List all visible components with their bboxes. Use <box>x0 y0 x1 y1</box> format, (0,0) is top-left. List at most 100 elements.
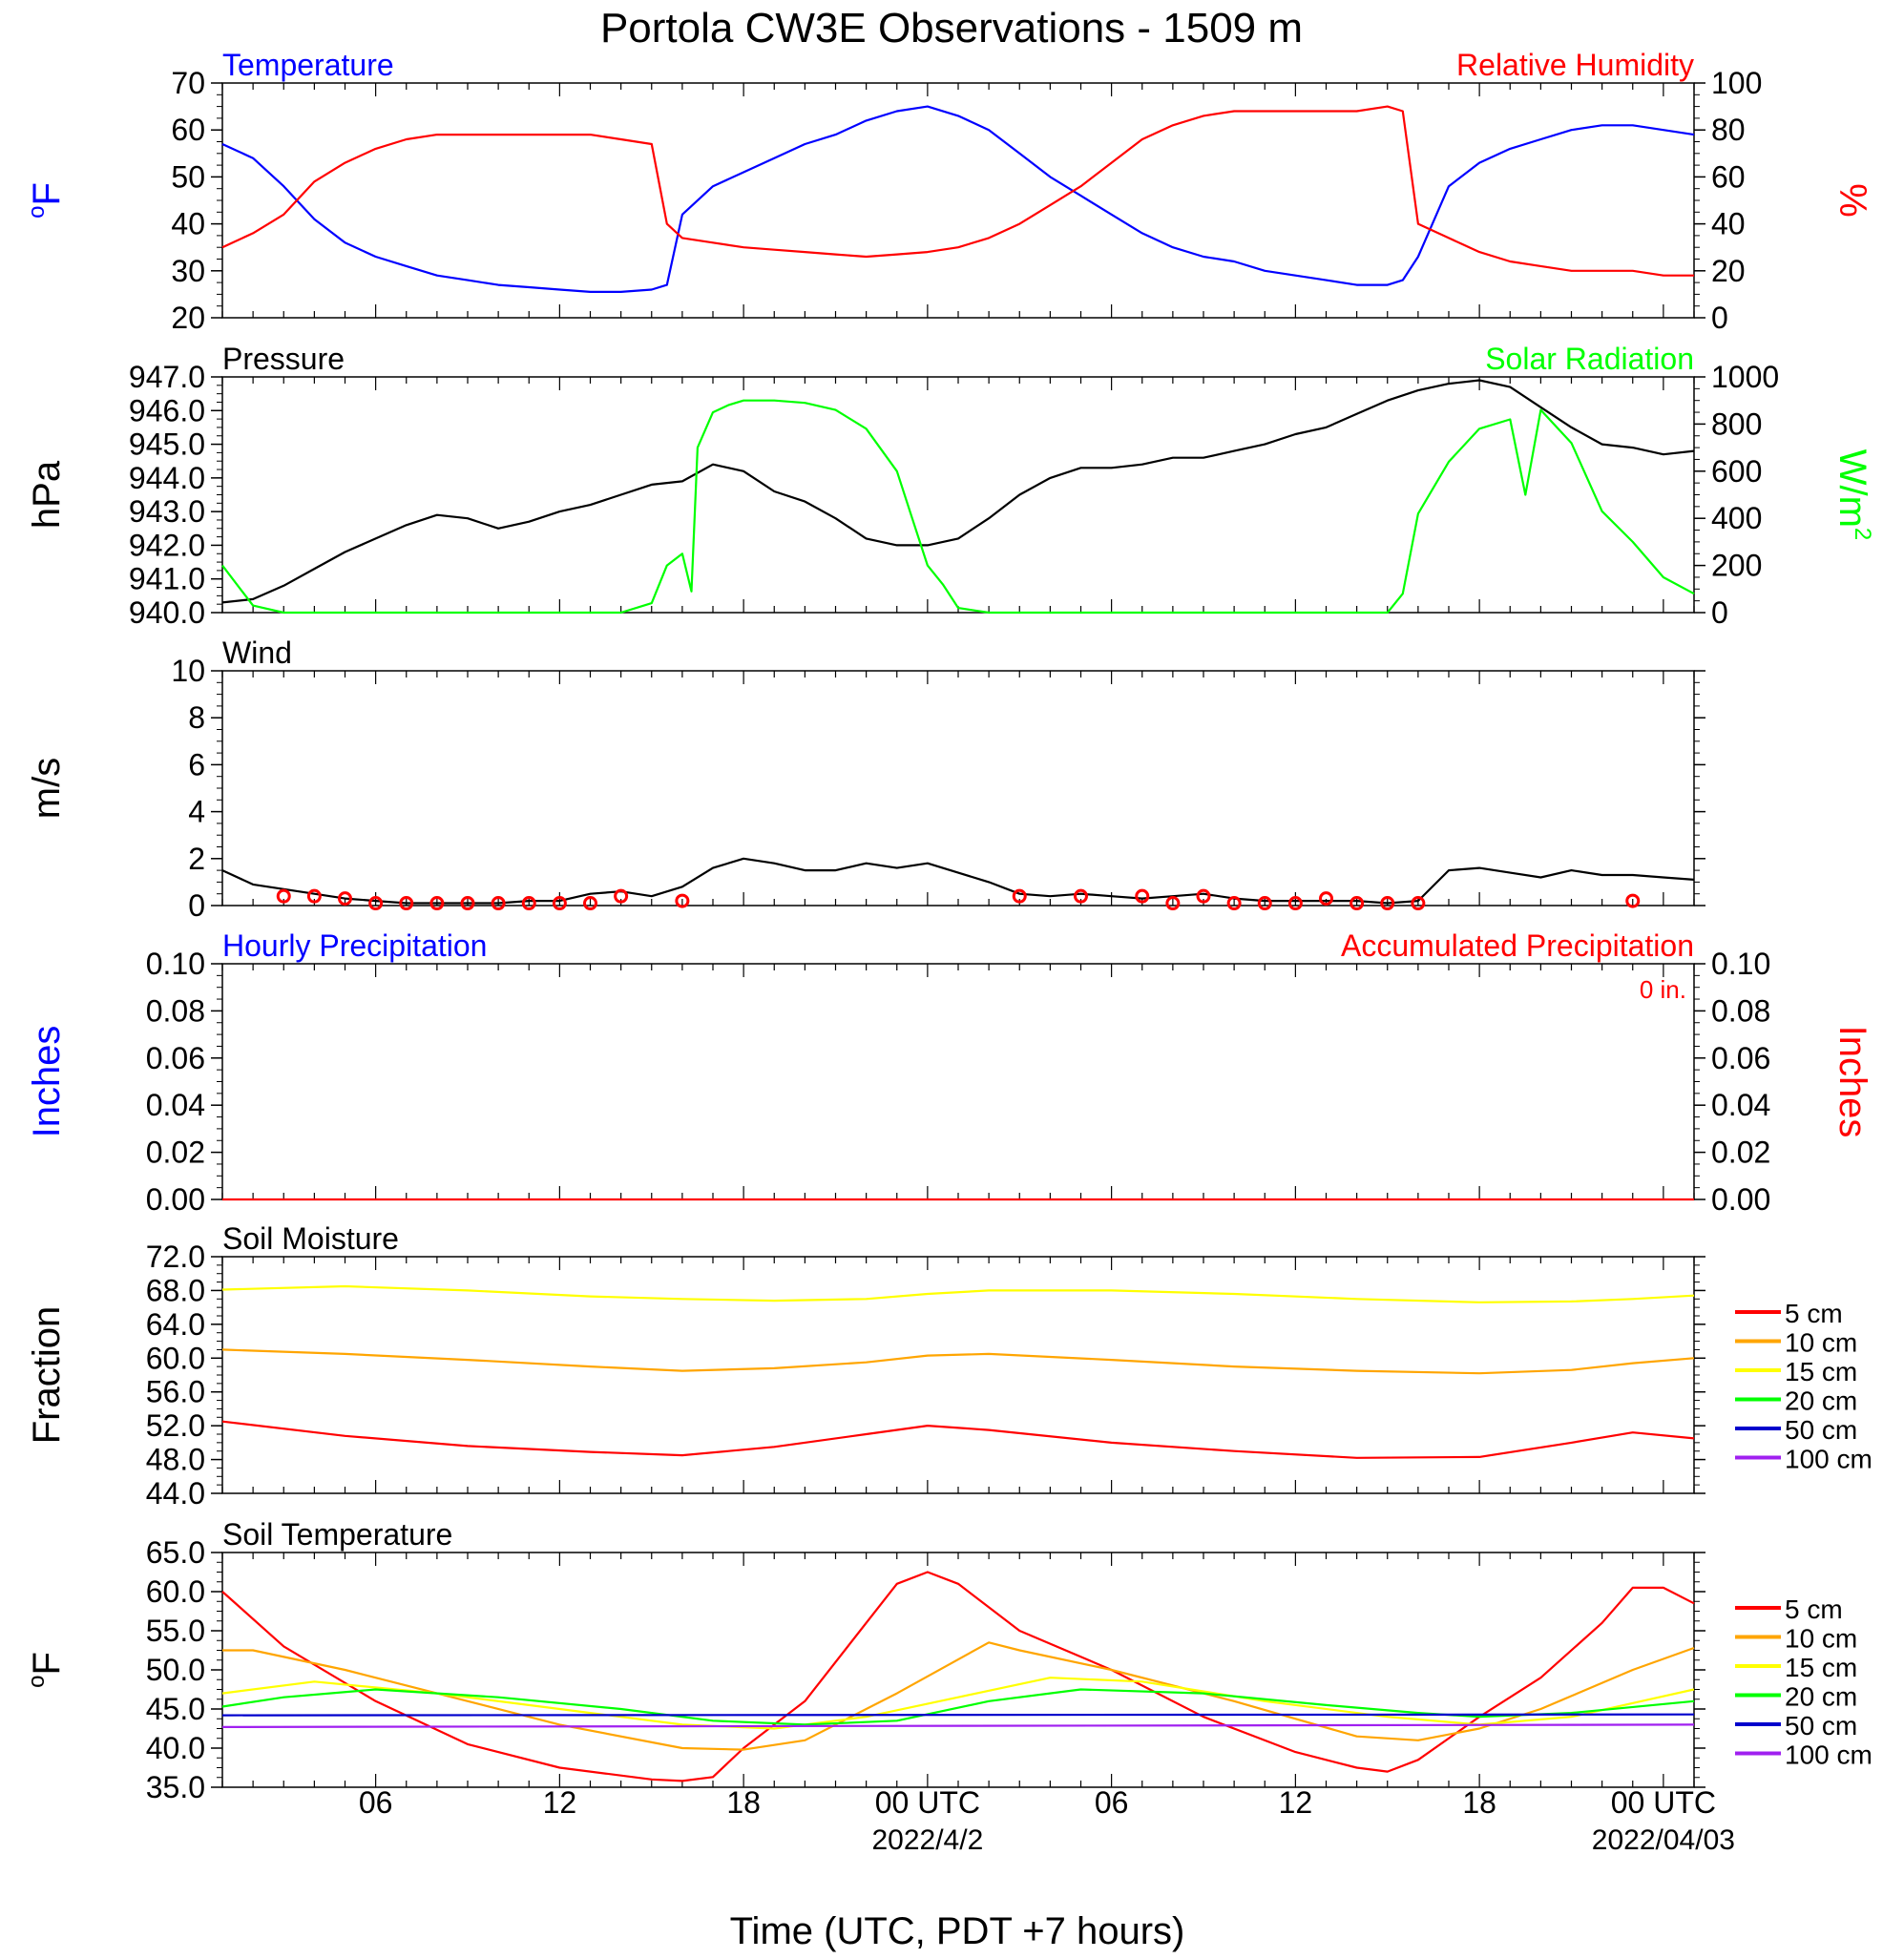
y-tick-label-left: 0.06 <box>146 1041 205 1075</box>
y-tick-label-left: 940.0 <box>129 595 205 630</box>
x-tick-label: 00 UTC <box>875 1785 980 1820</box>
wind-marker <box>675 893 690 908</box>
wind-marker <box>1012 888 1027 904</box>
y-tick-label-right: 400 <box>1711 501 1762 535</box>
y-tick-label-right: 80 <box>1711 113 1746 147</box>
svg-text:W/m2: W/m2 <box>1831 449 1875 541</box>
y-tick-label-right: 800 <box>1711 406 1762 441</box>
y-tick-label-left: 65.0 <box>146 1535 205 1570</box>
legend-label: 15 cm <box>1785 1653 1857 1682</box>
y-tick-label-left: 72.0 <box>146 1240 205 1274</box>
series-line-solar-radiation <box>221 399 1695 615</box>
y-tick-label-right: 0.08 <box>1711 993 1770 1028</box>
y-tick-label-left: 40.0 <box>146 1731 205 1765</box>
y-tick-label-left: 30 <box>171 254 205 288</box>
panel-left-title: Temperature <box>222 48 394 82</box>
y-tick-label-left: 10 <box>171 654 205 688</box>
legend-label: 10 cm <box>1785 1328 1857 1358</box>
panel-left-title: Pressure <box>222 342 345 376</box>
y-tick-label-right: 1000 <box>1711 360 1779 394</box>
y-tick-label-right: 0.06 <box>1711 1041 1770 1075</box>
panel-left-title: Hourly Precipitation <box>222 928 487 963</box>
y-tick-label-left: 35.0 <box>146 1770 205 1804</box>
series-line-5-cm <box>221 1420 1695 1459</box>
legend-label: 20 cm <box>1785 1386 1857 1416</box>
svg-text:Fraction: Fraction <box>26 1306 68 1445</box>
y-tick-label-right: 0 <box>1711 595 1728 630</box>
plot-frame <box>221 82 1695 319</box>
legend-label: 15 cm <box>1785 1357 1857 1386</box>
y-tick-label-left: 64.0 <box>146 1307 205 1342</box>
wind-marker <box>1257 896 1272 911</box>
y-tick-label-left: 40 <box>171 207 205 241</box>
series-line-20-cm <box>221 1688 1695 1726</box>
panel-1: 70 60 50 40 30 20 100 80 60 40 20 0 Temperature Relat… <box>24 48 1873 335</box>
y-tick-label-left: 48.0 <box>146 1443 205 1477</box>
y-tick-label-left: 0 <box>188 888 205 923</box>
y-tick-label-right: 600 <box>1711 454 1762 489</box>
panel-3: 10 8 6 4 2 0 Wind m/s <box>26 636 1705 923</box>
wind-marker <box>1411 896 1426 911</box>
series-line-15-cm <box>221 1677 1695 1730</box>
legend-label: 50 cm <box>1785 1711 1857 1740</box>
legend-label: 10 cm <box>1785 1624 1857 1654</box>
panel-6: 65.0 60.0 55.0 50.0 45.0 40.0 35.0 Soil Tempera… <box>24 1517 1873 1804</box>
y-tick-label-left: 6 <box>188 747 205 782</box>
y-tick-label-left: 0.10 <box>146 947 205 981</box>
wind-marker <box>460 896 475 911</box>
y-tick-label-right: 0.04 <box>1711 1088 1770 1122</box>
svg-text:hPa: hPa <box>26 460 68 529</box>
y-tick-label-right: 40 <box>1711 207 1746 241</box>
wind-marker <box>583 896 597 911</box>
wind-marker <box>1319 891 1333 907</box>
y-tick-label-left: 20 <box>171 301 205 335</box>
svg-text:m/s: m/s <box>26 758 68 819</box>
plot-frame <box>221 376 1695 614</box>
x-axis-title: Time (UTC, PDT +7 hours) <box>730 1910 1185 1952</box>
y-tick-label-left: 44.0 <box>146 1476 205 1511</box>
y-tick-label-right: 100 <box>1711 66 1762 100</box>
legend-label: 5 cm <box>1785 1299 1843 1328</box>
y-axis-label-right: Inches <box>1831 1026 1873 1138</box>
x-date-label: 2022/4/2 <box>871 1824 983 1856</box>
wind-marker <box>368 896 384 911</box>
y-tick-label-left: 60.0 <box>146 1341 205 1375</box>
x-tick-label: 06 <box>1095 1785 1129 1820</box>
y-tick-label-left: 942.0 <box>129 528 205 562</box>
panel-annotation: 0 in. <box>1640 975 1686 1004</box>
x-tick-label: 18 <box>1462 1785 1496 1820</box>
chart-title: Portola CW3E Observations - 1509 m <box>600 5 1303 52</box>
wind-marker <box>521 896 536 911</box>
series-line-relative-humidity <box>221 105 1694 277</box>
series-line-10-cm <box>221 1348 1695 1375</box>
y-tick-label-right: 0.00 <box>1711 1182 1770 1217</box>
plot-frame <box>221 670 1695 907</box>
wind-marker <box>1135 888 1150 904</box>
x-tick-label: 00 UTC <box>1611 1785 1716 1820</box>
legend-label: 100 cm <box>1785 1445 1873 1474</box>
y-tick-label-left: 941.0 <box>129 562 205 596</box>
wind-marker <box>552 896 567 911</box>
x-tick-label: 12 <box>1279 1785 1313 1820</box>
series-line-100-cm <box>221 1723 1695 1729</box>
y-tick-label-right: 20 <box>1711 254 1746 288</box>
wind-marker <box>306 888 322 904</box>
series-line-50-cm <box>221 1713 1695 1717</box>
svg-text:oF: oF <box>24 182 68 219</box>
wind-marker <box>614 888 629 904</box>
series-line-5-cm <box>221 1571 1695 1782</box>
y-tick-label-left: 52.0 <box>146 1408 205 1443</box>
wind-marker <box>1380 896 1395 911</box>
plot-frame <box>221 1552 1695 1788</box>
wind-marker <box>1196 888 1211 904</box>
y-tick-label-right: 0.10 <box>1711 947 1770 981</box>
y-axis-label-left: oF <box>24 182 68 219</box>
x-tick-label: 18 <box>726 1785 761 1820</box>
y-tick-label-left: 8 <box>188 700 205 735</box>
series-line-wind <box>221 857 1695 905</box>
panel-right-title: Relative Humidity <box>1456 48 1694 82</box>
wind-marker <box>429 896 445 911</box>
y-tick-label-left: 68.0 <box>146 1273 205 1307</box>
y-axis-label-left: Fraction <box>26 1306 68 1445</box>
